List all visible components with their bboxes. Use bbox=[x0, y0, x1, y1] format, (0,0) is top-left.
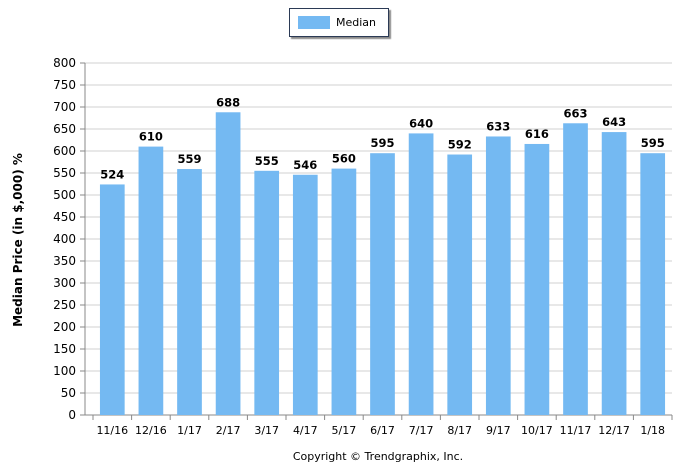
data-label: 688 bbox=[216, 95, 240, 109]
bar-3-17 bbox=[254, 170, 280, 415]
data-label: 555 bbox=[255, 154, 279, 168]
x-tick-label: 1/17 bbox=[177, 424, 202, 437]
x-tick-label: 2/17 bbox=[216, 424, 241, 437]
x-tick-label: 11/17 bbox=[560, 424, 592, 437]
data-label: 643 bbox=[602, 115, 626, 129]
data-label: 633 bbox=[486, 119, 510, 133]
y-tick-label: 250 bbox=[53, 298, 76, 312]
y-tick-label: 600 bbox=[53, 144, 76, 158]
bar-10-17 bbox=[524, 143, 550, 415]
data-label: 616 bbox=[525, 127, 549, 141]
bar-11-17 bbox=[563, 123, 588, 415]
bar-4-17 bbox=[292, 174, 318, 415]
bar-11-16 bbox=[99, 184, 125, 415]
x-tick-label: 6/17 bbox=[370, 424, 395, 437]
y-tick-label: 650 bbox=[53, 122, 76, 136]
data-label: 595 bbox=[370, 136, 394, 150]
legend-label: Median bbox=[336, 16, 377, 29]
data-label: 663 bbox=[563, 106, 587, 120]
y-tick-label: 800 bbox=[53, 56, 76, 70]
bar-5-17 bbox=[331, 168, 357, 415]
data-label: 559 bbox=[177, 152, 201, 166]
bars bbox=[99, 112, 666, 416]
bar-6-17 bbox=[370, 153, 395, 415]
y-tick-label: 150 bbox=[53, 342, 76, 356]
legend-swatch bbox=[298, 16, 330, 29]
x-tick-label: 1/18 bbox=[640, 424, 665, 437]
data-label: 546 bbox=[293, 158, 317, 172]
bar-12-17 bbox=[601, 132, 627, 415]
y-tick-label: 750 bbox=[53, 78, 76, 92]
y-tick-label: 400 bbox=[53, 232, 76, 246]
data-label: 595 bbox=[641, 136, 665, 150]
y-tick-label: 450 bbox=[53, 210, 76, 224]
bar-2-17 bbox=[215, 112, 241, 415]
copyright-text: Copyright © Trendgraphix, Inc. bbox=[293, 450, 463, 463]
data-labels: 524 610 559 688 555 546 560 595 640 592 633 616 663 6… bbox=[100, 95, 664, 181]
x-tick-label: 8/17 bbox=[447, 424, 472, 437]
bar-1-18 bbox=[640, 153, 666, 415]
bar-7-17 bbox=[408, 133, 434, 415]
y-tick-label: 550 bbox=[53, 166, 76, 180]
x-tick-label: 12/16 bbox=[135, 424, 167, 437]
chart-legend: Median bbox=[289, 8, 389, 37]
data-label: 592 bbox=[448, 138, 472, 152]
y-tick-label: 350 bbox=[53, 254, 76, 268]
bar-8-17 bbox=[447, 154, 473, 415]
x-tick-label: 11/16 bbox=[96, 424, 128, 437]
bar-9-17 bbox=[485, 136, 511, 416]
y-tick-label: 200 bbox=[53, 320, 76, 334]
bar-12-16 bbox=[138, 146, 164, 415]
y-tick-label: 300 bbox=[53, 276, 76, 290]
data-label: 560 bbox=[332, 152, 356, 166]
y-tick-label: 100 bbox=[53, 364, 76, 378]
x-tick-label: 12/17 bbox=[598, 424, 630, 437]
y-tick-label: 500 bbox=[53, 188, 76, 202]
x-tick-label: 10/17 bbox=[521, 424, 553, 437]
y-axis-label: Median Price (in $,000) % bbox=[11, 153, 25, 327]
x-tick-label: 4/17 bbox=[293, 424, 318, 437]
x-tick-label: 9/17 bbox=[486, 424, 511, 437]
y-tick-label: 700 bbox=[53, 100, 76, 114]
y-tick-label: 0 bbox=[68, 408, 76, 422]
data-label: 610 bbox=[139, 130, 163, 144]
y-tick-label: 50 bbox=[61, 386, 76, 400]
x-tick-label: 5/17 bbox=[332, 424, 357, 437]
bar-1-17 bbox=[177, 169, 202, 415]
x-tick-label: 3/17 bbox=[254, 424, 279, 437]
data-label: 524 bbox=[100, 167, 124, 181]
data-label: 640 bbox=[409, 116, 433, 130]
x-tick-label: 7/17 bbox=[409, 424, 434, 437]
